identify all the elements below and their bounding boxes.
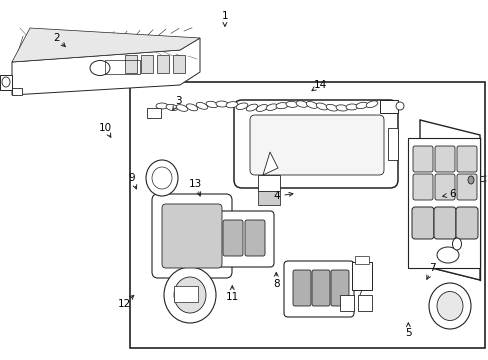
Bar [354, 256, 368, 264]
FancyBboxPatch shape [292, 270, 310, 306]
Bar [130, 82, 484, 348]
Text: 4: 4 [272, 191, 279, 201]
Bar [407, 138, 479, 268]
Text: 8: 8 [272, 279, 279, 289]
Polygon shape [12, 38, 200, 95]
Ellipse shape [436, 247, 458, 263]
Polygon shape [419, 120, 479, 280]
Ellipse shape [156, 103, 168, 109]
FancyBboxPatch shape [455, 207, 477, 239]
FancyBboxPatch shape [456, 146, 476, 172]
Ellipse shape [275, 103, 287, 109]
FancyBboxPatch shape [214, 211, 273, 267]
Ellipse shape [186, 104, 197, 111]
Text: 6: 6 [448, 189, 455, 199]
Ellipse shape [428, 283, 470, 329]
Text: 1: 1 [221, 11, 228, 21]
Text: 9: 9 [128, 173, 135, 183]
FancyBboxPatch shape [412, 146, 432, 172]
Bar [173, 55, 184, 73]
Polygon shape [263, 152, 278, 175]
Bar [105, 60, 140, 74]
Bar [258, 191, 280, 205]
Ellipse shape [256, 104, 267, 112]
FancyBboxPatch shape [412, 174, 432, 200]
Text: 11: 11 [225, 292, 239, 302]
FancyBboxPatch shape [311, 270, 329, 306]
Bar [174, 286, 198, 302]
Bar [141, 55, 153, 73]
Ellipse shape [205, 101, 218, 108]
Ellipse shape [2, 77, 10, 87]
Ellipse shape [236, 103, 247, 109]
Ellipse shape [163, 267, 216, 323]
Ellipse shape [216, 101, 227, 107]
Bar [258, 175, 280, 191]
Polygon shape [0, 75, 12, 90]
Polygon shape [12, 28, 200, 62]
Ellipse shape [451, 238, 461, 250]
Text: 3: 3 [175, 96, 182, 106]
Bar [125, 55, 137, 73]
Bar [147, 108, 161, 118]
Polygon shape [12, 88, 22, 95]
FancyBboxPatch shape [162, 204, 222, 268]
Ellipse shape [265, 104, 277, 111]
Text: 10: 10 [99, 123, 111, 133]
Ellipse shape [166, 104, 178, 111]
FancyBboxPatch shape [234, 100, 397, 188]
Ellipse shape [285, 101, 297, 107]
Ellipse shape [305, 102, 317, 108]
Ellipse shape [436, 292, 462, 320]
Ellipse shape [90, 60, 110, 76]
FancyBboxPatch shape [433, 207, 455, 239]
Ellipse shape [174, 277, 205, 313]
Ellipse shape [246, 104, 257, 111]
Bar [157, 55, 169, 73]
Bar [351, 262, 371, 290]
FancyBboxPatch shape [249, 115, 383, 175]
Ellipse shape [296, 101, 307, 107]
Text: 12: 12 [118, 299, 131, 309]
Ellipse shape [395, 102, 403, 110]
Ellipse shape [196, 103, 207, 109]
Bar [379, 100, 397, 113]
Text: 14: 14 [313, 80, 326, 90]
Bar [357, 295, 371, 311]
Ellipse shape [335, 105, 347, 111]
Ellipse shape [146, 160, 178, 196]
FancyBboxPatch shape [330, 270, 348, 306]
FancyBboxPatch shape [456, 174, 476, 200]
Ellipse shape [355, 102, 367, 109]
Ellipse shape [225, 102, 238, 108]
FancyBboxPatch shape [434, 146, 454, 172]
Ellipse shape [346, 104, 357, 110]
Bar [387, 128, 397, 160]
Ellipse shape [366, 101, 377, 108]
FancyBboxPatch shape [152, 194, 231, 278]
Ellipse shape [176, 105, 187, 111]
FancyBboxPatch shape [223, 220, 243, 256]
Bar [339, 295, 353, 311]
Text: 13: 13 [188, 179, 202, 189]
Ellipse shape [325, 104, 337, 111]
FancyBboxPatch shape [244, 220, 264, 256]
Text: 7: 7 [428, 263, 435, 273]
Text: 2: 2 [53, 33, 60, 43]
FancyBboxPatch shape [411, 207, 433, 239]
Ellipse shape [316, 103, 327, 110]
Ellipse shape [467, 176, 473, 184]
FancyBboxPatch shape [434, 174, 454, 200]
FancyBboxPatch shape [284, 261, 353, 317]
Text: 5: 5 [404, 328, 411, 338]
